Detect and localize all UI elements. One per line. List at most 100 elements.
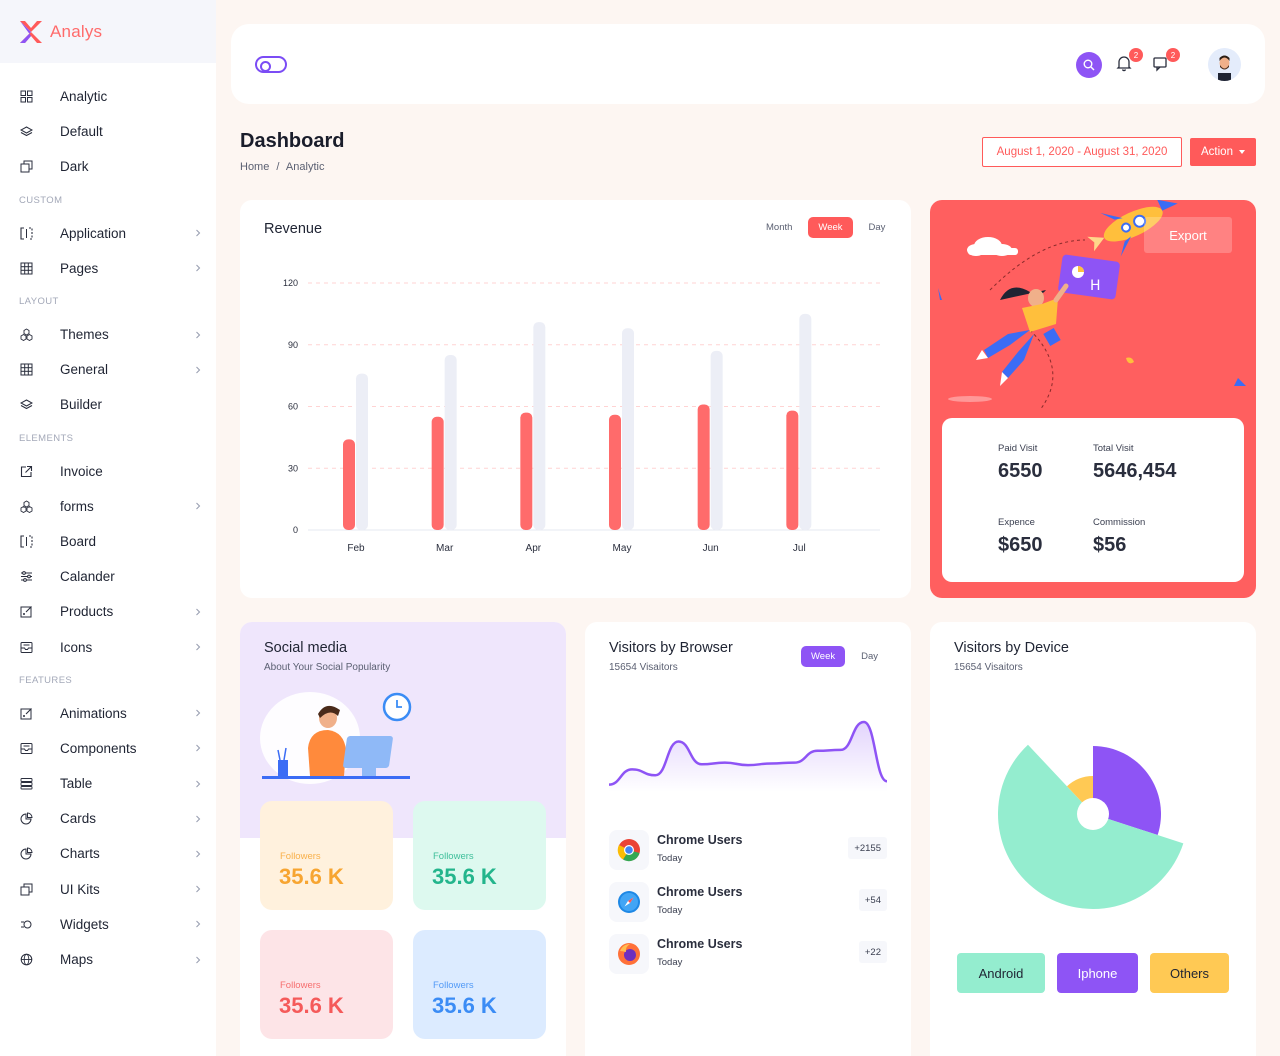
revenue-bar[interactable]	[343, 439, 355, 530]
chevron-right-icon	[194, 264, 202, 272]
revenue-bar[interactable]	[356, 373, 368, 530]
user-avatar[interactable]	[1208, 48, 1241, 81]
pie-icon	[20, 812, 33, 825]
sidebar-item-builder[interactable]: Builder	[0, 387, 216, 422]
android-filter-button[interactable]: Android	[957, 953, 1045, 993]
menu-section-elements: ELEMENTS	[19, 432, 74, 444]
tab-month[interactable]: Month	[766, 222, 793, 233]
browser-count-badge: +22	[858, 941, 887, 963]
sidebar-item-table[interactable]: Table	[0, 766, 216, 801]
iphone-filter-button[interactable]: Iphone	[1057, 953, 1138, 993]
sidebar-item-label: Charts	[60, 846, 100, 862]
browser-title: Visitors by Browser	[609, 640, 733, 656]
breadcrumb-home[interactable]: Home	[240, 161, 270, 173]
svg-text:H: H	[1090, 278, 1101, 294]
y-tick-label: 60	[288, 402, 298, 412]
revenue-bar[interactable]	[799, 313, 812, 530]
followers-value: 35.6 K	[432, 864, 497, 889]
sidebar-item-invoice[interactable]: Invoice	[0, 454, 216, 489]
sidebar-item-calander[interactable]: Calander	[0, 559, 216, 594]
revenue-bar[interactable]	[697, 404, 710, 530]
notifications-button[interactable]: 2	[1115, 48, 1143, 74]
messages-button[interactable]: 2	[1152, 48, 1180, 74]
revenue-bar[interactable]	[710, 350, 723, 530]
sidebar-item-analytic[interactable]: Analytic	[0, 79, 216, 114]
sidebar-item-charts[interactable]: Charts	[0, 836, 216, 871]
browser-count-badge: +2155	[848, 837, 887, 859]
revenue-bar[interactable]	[520, 412, 533, 530]
revenue-bar-chart: 0 30 60 90 120 Feb Mar Apr May Jun Jul	[283, 278, 880, 554]
sidebar-item-ui-kits[interactable]: UI Kits	[0, 872, 216, 907]
sidebar-item-widgets[interactable]: Widgets	[0, 907, 216, 942]
sidebar-item-board[interactable]: Board	[0, 524, 216, 559]
stat-paid-visit: Paid Visit 6550	[998, 443, 1043, 483]
menu-section-layout: LAYOUT	[19, 295, 59, 307]
others-filter-button[interactable]: Others	[1150, 953, 1229, 993]
followers-tile: Followers 35.6 K	[413, 930, 546, 1039]
sidebar-item-default[interactable]: Default	[0, 114, 216, 149]
sidebar-item-themes[interactable]: Themes	[0, 317, 216, 352]
tab-week[interactable]: Week	[801, 646, 846, 667]
chevron-right-icon	[194, 956, 202, 964]
copy-icon	[20, 883, 33, 896]
sidebar-item-application[interactable]: Application	[0, 216, 216, 251]
revenue-bar[interactable]	[609, 414, 621, 530]
sidebar-item-maps[interactable]: Maps	[0, 942, 216, 977]
table-grid-icon	[20, 262, 33, 275]
tab-day[interactable]: Day	[868, 222, 886, 233]
sidebar-item-animations[interactable]: Animations	[0, 696, 216, 731]
working-person-illustration	[260, 692, 410, 784]
followers-label: Followers	[280, 851, 321, 862]
browser-count-badge: +54	[858, 889, 887, 911]
chevron-right-icon	[194, 850, 202, 858]
device-subtitle: 15654 Visaitors	[954, 662, 1023, 673]
export-button[interactable]: Export	[1144, 217, 1232, 253]
sidebar-item-label: Application	[60, 225, 127, 241]
revenue-bar[interactable]	[786, 410, 799, 530]
y-tick-label: 90	[288, 340, 298, 350]
top-bar: 2 2	[231, 24, 1265, 104]
tab-day[interactable]: Day	[861, 651, 879, 662]
stat-value: 6550	[998, 460, 1043, 482]
sidebar-item-label: Widgets	[60, 916, 109, 932]
clock-icon	[382, 692, 412, 722]
date-range-picker[interactable]: August 1, 2020 - August 31, 2020	[982, 137, 1182, 167]
browser-row: Chrome Users Today +2155	[609, 828, 887, 872]
chevron-right-icon	[194, 780, 202, 788]
device-pie-chart	[998, 744, 1184, 909]
stat-value: 5646,454	[1093, 460, 1177, 482]
sidebar-item-label: Calander	[60, 569, 115, 585]
sidebar-item-general[interactable]: General	[0, 352, 216, 387]
sidebar-item-components[interactable]: Components	[0, 731, 216, 766]
x-tick-label: May	[613, 543, 632, 554]
revenue-bar[interactable]	[444, 355, 457, 530]
action-dropdown-button[interactable]: Action	[1190, 138, 1256, 166]
sidebar-item-label: Icons	[60, 639, 93, 655]
tab-week[interactable]: Week	[808, 217, 853, 238]
sidebar-item-dark[interactable]: Dark	[0, 149, 216, 184]
sidebar-item-products[interactable]: Products	[0, 594, 216, 629]
sidebar-item-forms[interactable]: forms	[0, 489, 216, 524]
revenue-bar[interactable]	[431, 416, 444, 530]
pie-slice-iphone[interactable]	[1093, 746, 1161, 836]
x-tick-label: Mar	[436, 543, 454, 554]
stat-label: Commission	[1093, 517, 1146, 528]
breadcrumb-separator: /	[276, 161, 280, 173]
bracket-icon	[20, 535, 33, 548]
list-icon	[20, 777, 33, 790]
brand-name: Analys	[50, 21, 103, 41]
sliders-icon	[20, 570, 33, 583]
sidebar-toggle-icon[interactable]	[255, 56, 287, 73]
sidebar-item-pages[interactable]: Pages	[0, 251, 216, 286]
search-button[interactable]	[1076, 52, 1102, 78]
browser-area-chart	[609, 720, 887, 792]
social-title: Social media	[264, 640, 348, 656]
sidebar-item-icons[interactable]: Icons	[0, 629, 216, 664]
action-button-label: Action	[1201, 146, 1233, 158]
revenue-bar[interactable]	[533, 322, 546, 530]
revenue-bar[interactable]	[622, 328, 634, 530]
sidebar-item-cards[interactable]: Cards	[0, 801, 216, 836]
brand[interactable]: Analys	[0, 0, 216, 63]
x-tick-label: Jun	[703, 543, 719, 554]
widget-icon	[20, 918, 33, 931]
